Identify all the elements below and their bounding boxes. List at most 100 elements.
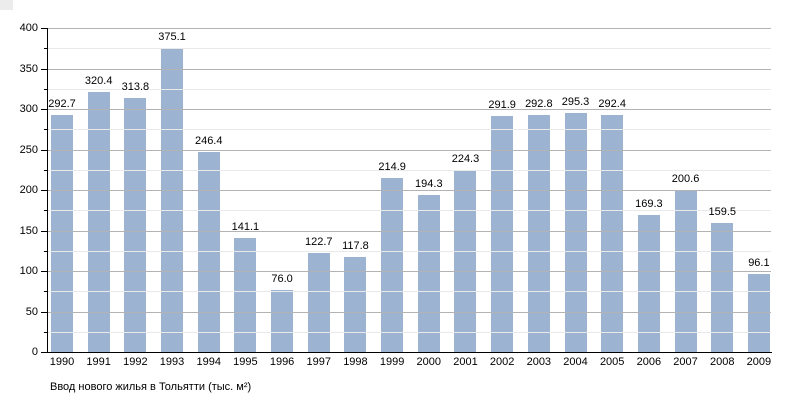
y-tick-major [41,109,47,110]
y-tick-major [41,69,47,70]
value-label-2005: 292.4 [598,98,626,110]
gridline-minor [48,210,771,211]
value-label-2002: 291.9 [488,99,516,111]
bar-2003 [527,115,550,352]
y-tick-minor [44,48,47,49]
bar-1998 [344,257,367,352]
value-label-2008: 159.5 [708,206,736,218]
value-label-1994: 246.4 [194,135,223,147]
gridline-major [48,271,771,272]
x-tick-label-2008: 2008 [709,356,735,368]
gridline-major [48,231,771,232]
x-tick-label-1998: 1998 [343,356,368,368]
y-tick-label-100: 100 [19,265,38,277]
chart-title: Ввод нового жилья в Тольятти (тыс. м²) [50,381,252,393]
value-label-1999: 214.9 [378,161,406,173]
bar-2001 [454,170,477,352]
value-label-1995: 141.1 [231,221,260,233]
y-tick-major [41,150,47,151]
x-tick-label-1994: 1994 [196,356,221,368]
y-tick-major [41,312,47,313]
value-label-2001: 224.3 [451,153,480,165]
y-tick-label-50: 50 [25,306,38,318]
bar-1999 [381,178,404,352]
value-label-1997: 122.7 [304,236,333,248]
bar-1993 [161,48,184,352]
y-tick-minor [44,251,47,252]
value-label-2004: 295.3 [561,96,590,108]
x-tick-label-1993: 1993 [159,356,185,368]
bar-1992 [124,98,147,352]
gridline-major [48,190,771,191]
value-label-1996: 76.0 [271,273,293,285]
gridline-minor [48,170,771,171]
x-tick-label-1995: 1995 [233,356,258,368]
value-label-1993: 375.1 [158,31,186,43]
bar-1995 [234,238,257,352]
x-tick-label-1996: 1996 [269,356,295,368]
bar-1996 [271,290,294,352]
value-label-2007: 200.6 [671,173,700,185]
x-tick-label-2002: 2002 [489,356,515,368]
y-tick-minor [44,291,47,292]
gridline-major [48,312,771,313]
x-tick-label-1997: 1997 [306,356,331,368]
bar-2005 [601,115,624,352]
gridline-minor [48,48,771,49]
gridline-minor [48,291,771,292]
bar-1991 [87,92,110,352]
y-tick-minor [44,332,47,333]
gridline-minor [48,129,771,130]
bar-2006 [637,215,660,352]
x-tick-label-2004: 2004 [563,356,588,368]
gridline-major [48,28,771,29]
x-axis-line [46,352,772,353]
x-tick-label-2007: 2007 [673,356,698,368]
y-tick-label-350: 350 [19,63,38,75]
y-tick-major [41,190,47,191]
y-tick-label-250: 250 [19,144,38,156]
bar-1990 [51,115,73,352]
gridline-major [48,109,771,110]
gridline-major [48,69,771,70]
gridline-minor [48,251,771,252]
y-tick-minor [44,89,47,90]
y-tick-label-0: 0 [31,346,38,358]
bar-2004 [564,113,587,352]
y-tick-label-200: 200 [19,184,38,196]
value-label-1992: 313.8 [121,81,150,93]
gridline-major [48,150,771,151]
y-tick-major [41,271,47,272]
x-tick-label-1991: 1991 [86,356,111,368]
y-tick-minor [44,170,47,171]
value-label-2009: 96.1 [748,257,770,269]
x-tick-label-2003: 2003 [526,356,552,368]
x-tick-label-2006: 2006 [636,356,662,368]
x-tick-label-1992: 1992 [123,356,148,368]
x-tick-label-2009: 2009 [746,356,772,368]
value-label-1998: 117.8 [342,240,369,252]
x-tick-label-1999: 1999 [379,356,405,368]
x-tick-label-1990: 1990 [49,356,75,368]
bar-1997 [307,253,330,352]
value-label-2003: 292.8 [525,98,553,110]
value-label-2000: 194.3 [415,178,443,190]
y-tick-label-150: 150 [19,225,38,237]
x-tick-label-2001: 2001 [453,356,478,368]
y-tick-minor [44,129,47,130]
y-tick-label-300: 300 [19,103,38,115]
y-tick-major [41,231,47,232]
y-axis-line [47,28,48,353]
corner-artifact [0,0,13,10]
bar-2002 [491,116,514,352]
bar-2008 [711,223,734,352]
y-tick-label-400: 400 [19,22,38,34]
value-label-2006: 169.3 [635,198,663,210]
gridline-minor [48,332,771,333]
y-tick-minor [44,210,47,211]
bar-1994 [197,152,220,352]
